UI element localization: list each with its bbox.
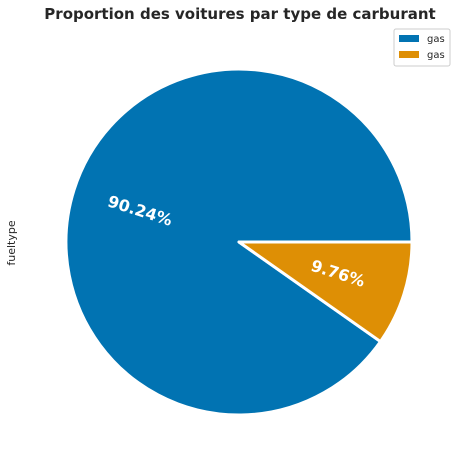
pie-slices — [64, 67, 414, 417]
legend-label-gas-2: gas — [427, 50, 445, 61]
legend-swatch-gas-2 — [399, 51, 419, 58]
chart-title: Proportion des voitures par type de carb… — [44, 5, 435, 23]
legend-label-gas: gas — [427, 34, 445, 45]
y-axis-label: fueltype — [5, 220, 18, 265]
legend-swatch-gas — [399, 35, 419, 42]
pie-slice-1 — [237, 240, 414, 344]
legend: gas gas — [393, 28, 451, 67]
